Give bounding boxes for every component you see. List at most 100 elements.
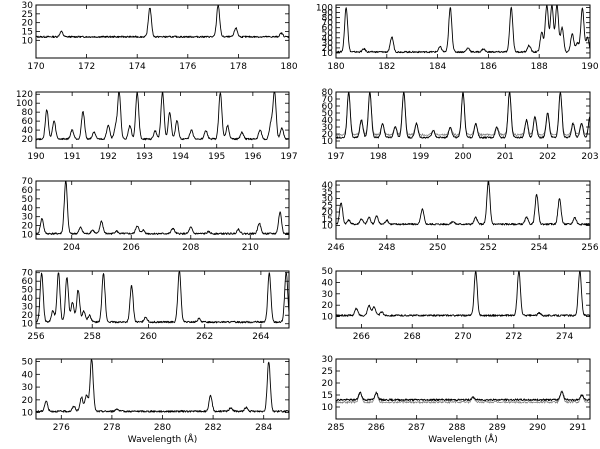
y-tick-label: 50 bbox=[22, 286, 34, 296]
y-tick-label: 30 bbox=[322, 195, 334, 205]
x-tick-label: 203 bbox=[581, 152, 598, 162]
x-axis-label: Wavelength (Å) bbox=[428, 433, 497, 445]
x-tick-label: 252 bbox=[480, 243, 497, 253]
x-tick-label: 201 bbox=[497, 152, 514, 162]
plot-frame bbox=[35, 270, 290, 329]
spectrum-line bbox=[336, 92, 590, 139]
y-tick-label: 50 bbox=[22, 358, 34, 368]
y-tick-label: 70 bbox=[322, 19, 334, 29]
x-tick-label: 174 bbox=[129, 62, 146, 72]
x-tick-label: 291 bbox=[569, 423, 586, 433]
x-tick-label: 208 bbox=[182, 243, 199, 253]
y-tick-label: 70 bbox=[22, 177, 34, 187]
plot-frame bbox=[335, 270, 591, 329]
y-tick-label: 25 bbox=[22, 10, 33, 20]
x-tick-label: 199 bbox=[412, 152, 429, 162]
y-tick-label: 40 bbox=[322, 278, 334, 288]
plot-frame bbox=[35, 180, 290, 240]
y-tick-label: 30 bbox=[322, 123, 334, 133]
spectrum-line bbox=[36, 5, 289, 39]
spectrum-line-secondary bbox=[336, 92, 590, 137]
y-tick-label: 25 bbox=[322, 201, 333, 211]
y-tick-label: 60 bbox=[22, 277, 34, 287]
x-tick-label: 266 bbox=[353, 332, 370, 342]
y-tick-label: 80 bbox=[322, 88, 334, 98]
y-tick-label: 20 bbox=[22, 311, 34, 321]
x-tick-label: 248 bbox=[378, 243, 395, 253]
x-tick-label: 170 bbox=[27, 62, 44, 72]
spectrum-line bbox=[36, 181, 289, 235]
plot-frame bbox=[35, 4, 290, 59]
x-tick-label: 184 bbox=[429, 62, 446, 72]
y-tick-label: 50 bbox=[322, 29, 334, 39]
x-tick-label: 204 bbox=[63, 243, 80, 253]
x-tick-label: 246 bbox=[327, 243, 344, 253]
panel-9: 276 278 280 282 284 10 20 30 40 50 Wavelength (Å) bbox=[22, 358, 290, 445]
plot-frame bbox=[335, 180, 591, 240]
x-tick-label: 176 bbox=[179, 62, 196, 72]
y-tick-label: 30 bbox=[22, 213, 34, 223]
x-tick-label: 194 bbox=[172, 152, 189, 162]
y-tick-label: 60 bbox=[322, 24, 334, 34]
x-tick-label: 284 bbox=[255, 423, 272, 433]
y-tick-label: 15 bbox=[322, 215, 333, 225]
y-tick-label: 40 bbox=[22, 126, 34, 136]
x-tick-label: 288 bbox=[448, 423, 465, 433]
spectrum-line bbox=[336, 391, 590, 402]
x-tick-label: 178 bbox=[230, 62, 247, 72]
x-tick-label: 190 bbox=[581, 62, 598, 72]
y-tick-label: 10 bbox=[22, 231, 34, 241]
y-tick-label: 30 bbox=[322, 355, 334, 365]
x-tick-label: 172 bbox=[78, 62, 95, 72]
y-tick-label: 15 bbox=[22, 28, 33, 38]
x-tick-label: 198 bbox=[370, 152, 387, 162]
x-tick-label: 264 bbox=[252, 332, 269, 342]
y-tick-label: 10 bbox=[322, 49, 334, 59]
y-tick-label: 40 bbox=[22, 204, 34, 214]
x-axis-label: Wavelength (Å) bbox=[128, 433, 197, 445]
y-tick-label: 30 bbox=[22, 303, 34, 313]
y-tick-label: 120 bbox=[16, 90, 33, 100]
y-tick-label: 50 bbox=[22, 195, 34, 205]
y-tick-label: 60 bbox=[22, 186, 34, 196]
x-tick-label: 206 bbox=[123, 243, 140, 253]
y-tick-label: 15 bbox=[322, 391, 333, 401]
x-tick-label: 256 bbox=[27, 332, 44, 342]
y-tick-label: 30 bbox=[322, 290, 334, 300]
y-tick-label: 40 bbox=[22, 294, 34, 304]
x-tick-label: 268 bbox=[404, 332, 421, 342]
panel-10: 285 286 287 288 289 290 291 10 15 20 25 30 Wavelengt… bbox=[322, 355, 591, 445]
y-tick-label: 40 bbox=[22, 370, 34, 380]
y-tick-label: 10 bbox=[322, 137, 334, 147]
spectrum-line bbox=[336, 271, 590, 317]
x-tick-label: 197 bbox=[280, 152, 297, 162]
x-tick-label: 210 bbox=[242, 243, 259, 253]
x-tick-label: 192 bbox=[100, 152, 117, 162]
y-tick-label: 20 bbox=[322, 208, 334, 218]
x-tick-label: 274 bbox=[556, 332, 573, 342]
y-tick-label: 80 bbox=[322, 14, 334, 24]
x-tick-label: 250 bbox=[429, 243, 446, 253]
x-tick-label: 280 bbox=[154, 423, 171, 433]
x-tick-label: 197 bbox=[327, 152, 344, 162]
y-tick-label: 30 bbox=[22, 1, 34, 11]
y-tick-label: 10 bbox=[22, 409, 34, 419]
plot-frame bbox=[335, 91, 591, 149]
y-tick-label: 10 bbox=[322, 222, 334, 232]
x-tick-label: 196 bbox=[244, 152, 261, 162]
y-tick-label: 30 bbox=[322, 39, 334, 49]
spectrum-line bbox=[36, 271, 289, 324]
spectrum-line bbox=[36, 92, 289, 141]
spectrum-line bbox=[336, 181, 590, 226]
x-tick-label: 190 bbox=[27, 152, 44, 162]
y-tick-label: 20 bbox=[322, 301, 334, 311]
x-tick-label: 256 bbox=[581, 243, 598, 253]
